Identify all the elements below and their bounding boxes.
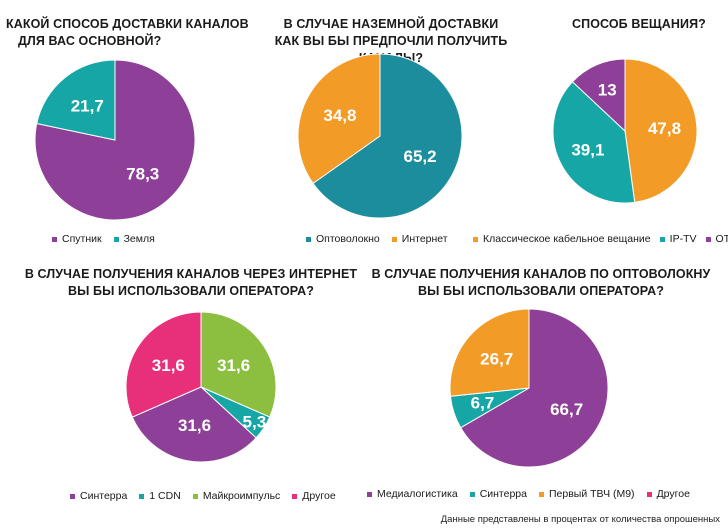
chart3-legend-item: Классическое кабельное вещание (473, 233, 651, 245)
legend-swatch (538, 491, 544, 497)
chart2-pie: 65,2 34,8 (297, 53, 463, 219)
chart4-slice-label-2: 5,3 (243, 412, 267, 431)
chart1-slice-label-2: 21,7 (71, 96, 104, 115)
legend-swatch (367, 491, 372, 497)
chart3-slice-2 (552, 81, 636, 204)
legend-swatch (659, 236, 665, 242)
legend-swatch (306, 236, 311, 242)
chart2-slice-1 (312, 53, 463, 219)
chart4-slice-1 (200, 311, 277, 418)
legend-label: Синтерра (80, 490, 128, 502)
chart2-legend-item: Оптоволокно (306, 233, 380, 245)
chart1-title-line2: ДЛЯ ВАС ОСНОВНОЙ? (18, 34, 162, 48)
chart3-slice-label-1: 47,8 (648, 119, 681, 138)
chart5-title: В СЛУЧАЕ ПОЛУЧЕНИЯ КАНАЛОВ ПО ОПТОВОЛОКН… (366, 266, 716, 300)
chart2-legend: Оптоволокно Интернет (306, 233, 448, 245)
legend-swatch (113, 236, 119, 242)
chart4-slice-label-1: 31,6 (217, 356, 250, 375)
chart2-title-line1: В СЛУЧАЕ НАЗЕМНОЙ ДОСТАВКИ (283, 17, 499, 31)
chart5-slice-label-1: 66,7 (550, 400, 583, 419)
legend-label: Первый ТВЧ (М9) (548, 488, 635, 500)
chart4-title-line2: ВЫ БЫ ИСПОЛЬЗОВАЛИ ОПЕРАТОРА? (67, 284, 315, 298)
chart4-legend-item: Синтерра (70, 490, 127, 502)
legend-swatch (292, 493, 298, 499)
chart1-legend: Спутник Земля (52, 233, 155, 245)
chart4-title: В СЛУЧАЕ ПОЛУЧЕНИЯ КАНАЛОВ ЧЕРЕЗ ИНТЕРНЕ… (16, 266, 366, 300)
chart5-legend-item: Медиалогистика (367, 488, 458, 500)
chart5-slice-3 (449, 308, 530, 397)
chart5-pie: 66,7 6,7 26,7 (449, 308, 609, 468)
footnote: Данные представлены в процентах от колич… (440, 514, 720, 525)
chart3-slice-label-2: 39,1 (571, 141, 604, 160)
chart3-pie: 47,8 39,1 13 (552, 58, 698, 204)
chart4-legend: Синтерра 1 CDN Майкроимпульс Другое (70, 490, 336, 502)
chart3-legend-item: OTT (705, 233, 728, 245)
chart5-slice-label-3: 26,7 (480, 349, 513, 368)
chart1-legend-item: Земля (113, 233, 155, 245)
legend-label: Синтерра (479, 488, 527, 500)
chart4-legend-item: Другое (292, 490, 336, 502)
chart2-legend-item: Интернет (391, 233, 448, 245)
chart3-slice-3 (571, 58, 626, 133)
chart4-legend-item: Майкроимпульс (192, 490, 281, 502)
chart5-legend-item: Другое (646, 488, 690, 500)
chart5-legend-item: Первый ТВЧ (М9) (538, 488, 635, 500)
chart5-title-line2: ВЫ БЫ ИСПОЛЬЗОВАЛИ ОПЕРАТОРА? (417, 284, 665, 298)
legend-label: Интернет (401, 233, 448, 245)
chart5-slice-1 (459, 308, 609, 468)
legend-label: Медиалогистика (377, 488, 458, 500)
legend-swatch (192, 493, 198, 499)
chart4-slice-label-4: 31,6 (152, 356, 185, 375)
chart4-legend-item: 1 CDN (139, 490, 181, 502)
legend-swatch (705, 236, 711, 242)
chart4-title-line1: В СЛУЧАЕ ПОЛУЧЕНИЯ КАНАЛОВ ЧЕРЕЗ ИНТЕРНЕ… (24, 267, 358, 281)
legend-label: Оптоволокно (316, 233, 380, 245)
chart3-title: СПОСОБ ВЕЩАНИЯ? (572, 16, 706, 33)
legend-label: Спутник (62, 233, 102, 245)
chart3-legend-item: IP-TV (659, 233, 697, 245)
chart5-legend-item: Синтерра (469, 488, 527, 500)
legend-swatch (646, 491, 652, 497)
chart3-title-line1: СПОСОБ ВЕЩАНИЯ? (572, 17, 706, 31)
legend-label: Другое (302, 490, 336, 502)
chart2-slice-label-1: 65,2 (404, 147, 437, 166)
chart4-slice-3 (131, 386, 257, 463)
chart1-title-line1: КАКОЙ СПОСОБ ДОСТАВКИ КАНАЛОВ (6, 17, 249, 31)
chart5-slice-label-2: 6,7 (471, 394, 495, 413)
chart4-pie: 31,6 5,3 31,6 31,6 (125, 311, 277, 463)
chart1-title: КАКОЙ СПОСОБ ДОСТАВКИ КАНАЛОВ ДЛЯ ВАС ОС… (6, 16, 249, 50)
chart1-legend-item: Спутник (52, 233, 102, 245)
chart3-slice-label-3: 13 (598, 81, 617, 100)
chart5-title-line1: В СЛУЧАЕ ПОЛУЧЕНИЯ КАНАЛОВ ПО ОПТОВОЛОКН… (371, 267, 711, 281)
legend-swatch (52, 236, 57, 242)
legend-label: Классическое кабельное вещание (483, 233, 651, 245)
legend-label: 1 CDN (149, 490, 181, 502)
legend-swatch (391, 236, 397, 242)
legend-swatch (139, 493, 145, 499)
chart4-slice-4 (125, 311, 202, 418)
legend-swatch (473, 236, 478, 242)
legend-label: Другое (656, 488, 690, 500)
chart3-slice-1 (624, 58, 698, 203)
chart1-slice-2 (36, 59, 116, 141)
legend-label: OTT (715, 233, 728, 245)
legend-label: IP-TV (669, 233, 697, 245)
chart1-slice-label-1: 78,3 (126, 165, 159, 184)
chart2-slice-2 (297, 53, 381, 185)
legend-swatch (70, 493, 75, 499)
chart2-slice-label-2: 34,8 (323, 106, 356, 125)
legend-label: Земля (123, 233, 155, 245)
chart5-legend: Медиалогистика Синтерра Первый ТВЧ (М9) Дру… (367, 488, 690, 500)
legend-swatch (469, 491, 475, 497)
chart1-pie: 78,3 21,7 (34, 59, 196, 221)
chart4-slice-label-3: 31,6 (178, 416, 211, 435)
chart3-legend: Классическое кабельное вещание IP-TV OTT (473, 233, 728, 245)
legend-label: Майкроимпульс (202, 490, 281, 502)
